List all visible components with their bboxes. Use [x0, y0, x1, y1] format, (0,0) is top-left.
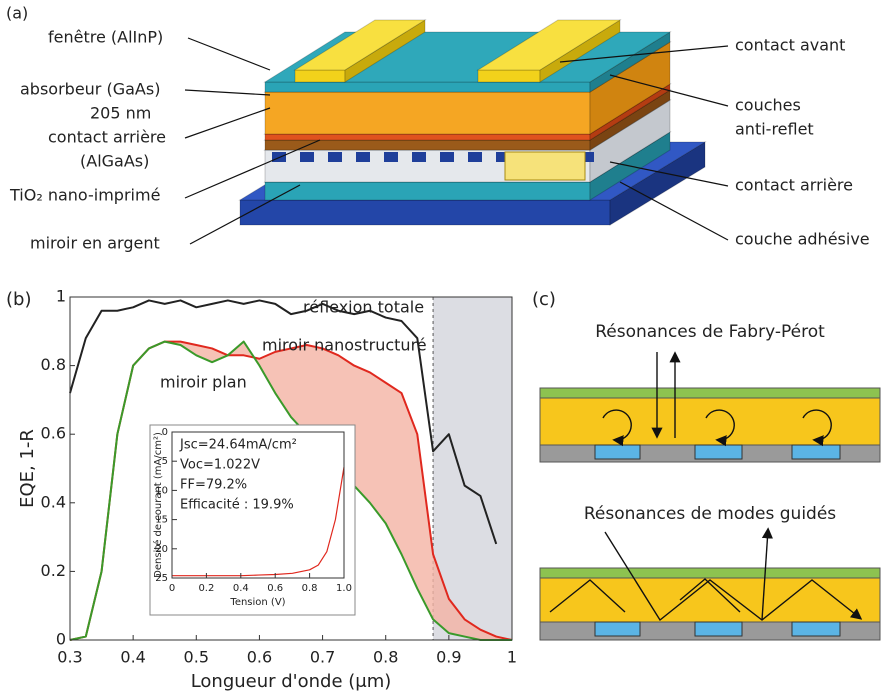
x-tick-label: 0.8 — [302, 583, 318, 594]
x-tick-label: 1 — [507, 648, 517, 667]
layer-label: fenêtre (AlInP) — [48, 28, 163, 47]
pattern — [695, 622, 742, 636]
pattern — [792, 622, 840, 636]
series-label: miroir nanostructuré — [262, 336, 427, 355]
layer-label: TiO₂ nano-imprimé — [9, 186, 160, 205]
panel-c: (c) Résonances de Fabry-Pérot Résonances… — [532, 289, 880, 640]
pattern — [595, 622, 640, 636]
device-illustration — [240, 20, 705, 225]
nano-pattern — [328, 152, 342, 162]
layer-front — [265, 182, 590, 200]
x-tick-label: 0.9 — [436, 648, 461, 667]
y-tick-label: 0.4 — [41, 492, 66, 511]
panel-label: (a) — [6, 4, 28, 23]
y-axis-label: Densité de courant (mA/cm²) — [152, 432, 164, 578]
x-tick-label: 1.0 — [336, 583, 352, 594]
layer-label: 205 nm — [90, 104, 151, 123]
figure: (a) fenêtre (AlInP) absorbeur (GaAs) 205… — [0, 0, 894, 693]
layer-label: contact avant — [735, 36, 845, 55]
x-tick-label: 0.5 — [184, 648, 209, 667]
nano-pattern — [356, 152, 370, 162]
y-tick-label: 0.6 — [41, 424, 66, 443]
layer-label: contact arrière — [48, 128, 166, 147]
pattern — [595, 445, 640, 459]
layer-label: (AlGaAs) — [80, 152, 149, 171]
back-contact — [505, 152, 585, 180]
layer-front — [295, 70, 345, 82]
layer-label: contact arrière — [735, 176, 853, 195]
inset-background — [150, 425, 355, 615]
layer-label: couches — [735, 96, 801, 115]
layer-label: absorbeur (GaAs) — [20, 80, 160, 99]
y-axis-label: EQE, 1-R — [17, 429, 38, 508]
x-tick-label: 0.7 — [310, 648, 335, 667]
x-tick-label: 0.4 — [233, 583, 249, 594]
panel-label: (c) — [532, 289, 556, 310]
layer-front — [478, 70, 540, 82]
x-axis-label: Longueur d'onde (μm) — [191, 671, 392, 692]
layer-label: miroir en argent — [30, 234, 160, 253]
x-tick-label: 0.6 — [247, 648, 272, 667]
nano-pattern — [440, 152, 454, 162]
nano-pattern — [384, 152, 398, 162]
layer-front — [265, 82, 590, 92]
y-tick-label: 0 — [56, 630, 66, 649]
layer — [540, 388, 880, 398]
panel-b: 0.3 0.4 0.5 0.6 0.7 0.8 0.9 1 0 0.2 0.4 0.6 0.8 1 Long… — [6, 287, 517, 693]
annotation: FF=79.2% — [180, 478, 247, 493]
x-tick-label: 0.3 — [57, 648, 82, 667]
x-tick-label: 0.8 — [373, 648, 398, 667]
annotation: Efficacité : 19.9% — [180, 498, 294, 513]
diagram-title: Résonances de modes guidés — [584, 504, 836, 524]
pattern — [695, 445, 742, 459]
x-tick-label: 0 — [169, 583, 175, 594]
pattern — [792, 445, 840, 459]
panel-label: (b) — [6, 289, 31, 310]
y-tick-label: 0.8 — [41, 355, 66, 374]
layer-label: couche adhésive — [735, 230, 870, 249]
annotation: Jsc=24.64mA/cm² — [179, 438, 297, 453]
layer-front — [265, 134, 590, 140]
panel-a: (a) fenêtre (AlInP) absorbeur (GaAs) 205… — [6, 4, 870, 253]
y-tick-label: 0.2 — [41, 561, 66, 580]
layer — [540, 398, 880, 445]
layer-front — [240, 200, 610, 225]
series-label: réflexion totale — [303, 298, 424, 317]
annotation: Voc=1.022V — [180, 458, 260, 473]
layer-label: anti-reflet — [735, 120, 814, 139]
diagram-title: Résonances de Fabry-Pérot — [595, 322, 825, 342]
x-axis-label: Tension (V) — [229, 597, 285, 608]
nano-pattern — [412, 152, 426, 162]
nano-pattern — [300, 152, 314, 162]
layer — [540, 568, 880, 578]
nano-pattern — [468, 152, 482, 162]
series-label: miroir plan — [160, 373, 247, 392]
x-tick-label: 0.2 — [198, 583, 214, 594]
layer-front — [265, 140, 590, 150]
y-tick-label: 1 — [56, 287, 66, 306]
x-tick-label: 0.6 — [267, 583, 283, 594]
x-tick-label: 0.4 — [120, 648, 145, 667]
layer-front — [265, 92, 590, 134]
